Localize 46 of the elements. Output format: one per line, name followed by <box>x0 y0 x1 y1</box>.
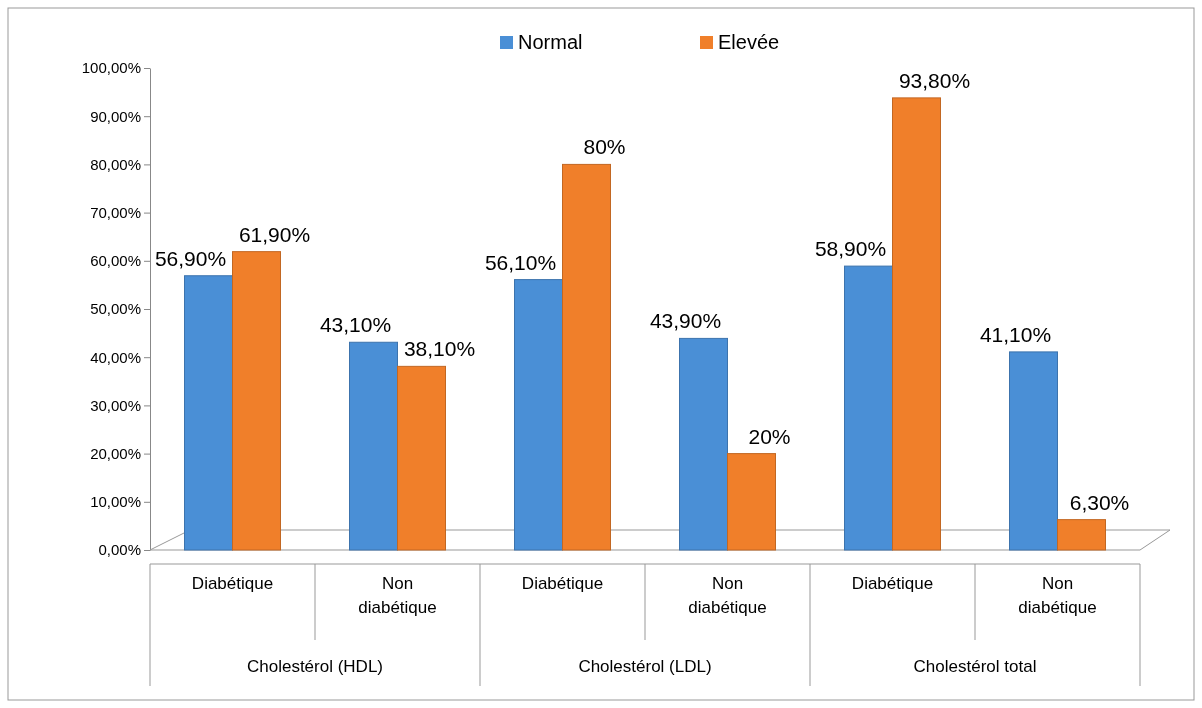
text: Cholestérol (LDL) <box>578 657 712 676</box>
data-label: 58,90% <box>814 237 887 261</box>
bar <box>349 341 398 551</box>
y-tick-label: 60,00% <box>90 252 141 270</box>
y-tick-label: 80,00% <box>90 155 141 173</box>
x-tick-label: Diabétique <box>851 574 934 594</box>
data-label: 56,90% <box>154 246 227 270</box>
bar <box>184 275 233 551</box>
bar <box>232 251 281 551</box>
y-tick-label: 30,00% <box>90 396 141 414</box>
bar <box>727 453 776 551</box>
bar <box>892 97 941 551</box>
text: Cholestérol (HDL) <box>246 657 384 676</box>
bar <box>844 265 893 551</box>
bar <box>1057 519 1106 551</box>
data-label: 56,10% <box>484 250 557 274</box>
bar <box>679 337 728 551</box>
y-tick-label: 100,00% <box>81 59 141 77</box>
data-label: 93,80% <box>898 68 971 92</box>
y-tick-label: 50,00% <box>90 300 141 318</box>
data-label: 80% <box>583 135 626 159</box>
x-tick-label: Diabétique <box>191 574 274 594</box>
data-label: 41,10% <box>979 322 1052 346</box>
legend-label: Normal <box>518 31 583 53</box>
data-label: 43,10% <box>319 313 392 337</box>
data-label: 43,90% <box>649 309 722 333</box>
bar <box>397 365 446 551</box>
x-tick-label: Non diabétique <box>1018 574 1097 617</box>
y-tick-label: 40,00% <box>90 348 141 366</box>
y-tick-label: 70,00% <box>90 203 141 221</box>
text: Cholestérol total <box>913 657 1037 676</box>
x-tick-label: Non diabétique <box>688 574 767 617</box>
data-label: 20% <box>748 424 791 448</box>
y-tick-label: 90,00% <box>90 107 141 125</box>
legend-label: Elevée <box>718 31 780 53</box>
bar <box>1009 351 1058 551</box>
data-label: 38,10% <box>403 337 476 361</box>
x-tick-label: Diabétique <box>521 574 604 594</box>
y-tick-label: 10,00% <box>90 493 141 511</box>
x-tick-label: Non diabétique <box>358 574 437 617</box>
bar <box>514 279 563 551</box>
data-label: 6,30% <box>1069 490 1130 514</box>
y-tick-label: 20,00% <box>90 444 141 462</box>
data-label: 61,90% <box>238 222 311 246</box>
y-tick-label: 0,00% <box>98 541 141 559</box>
bar <box>562 163 611 551</box>
